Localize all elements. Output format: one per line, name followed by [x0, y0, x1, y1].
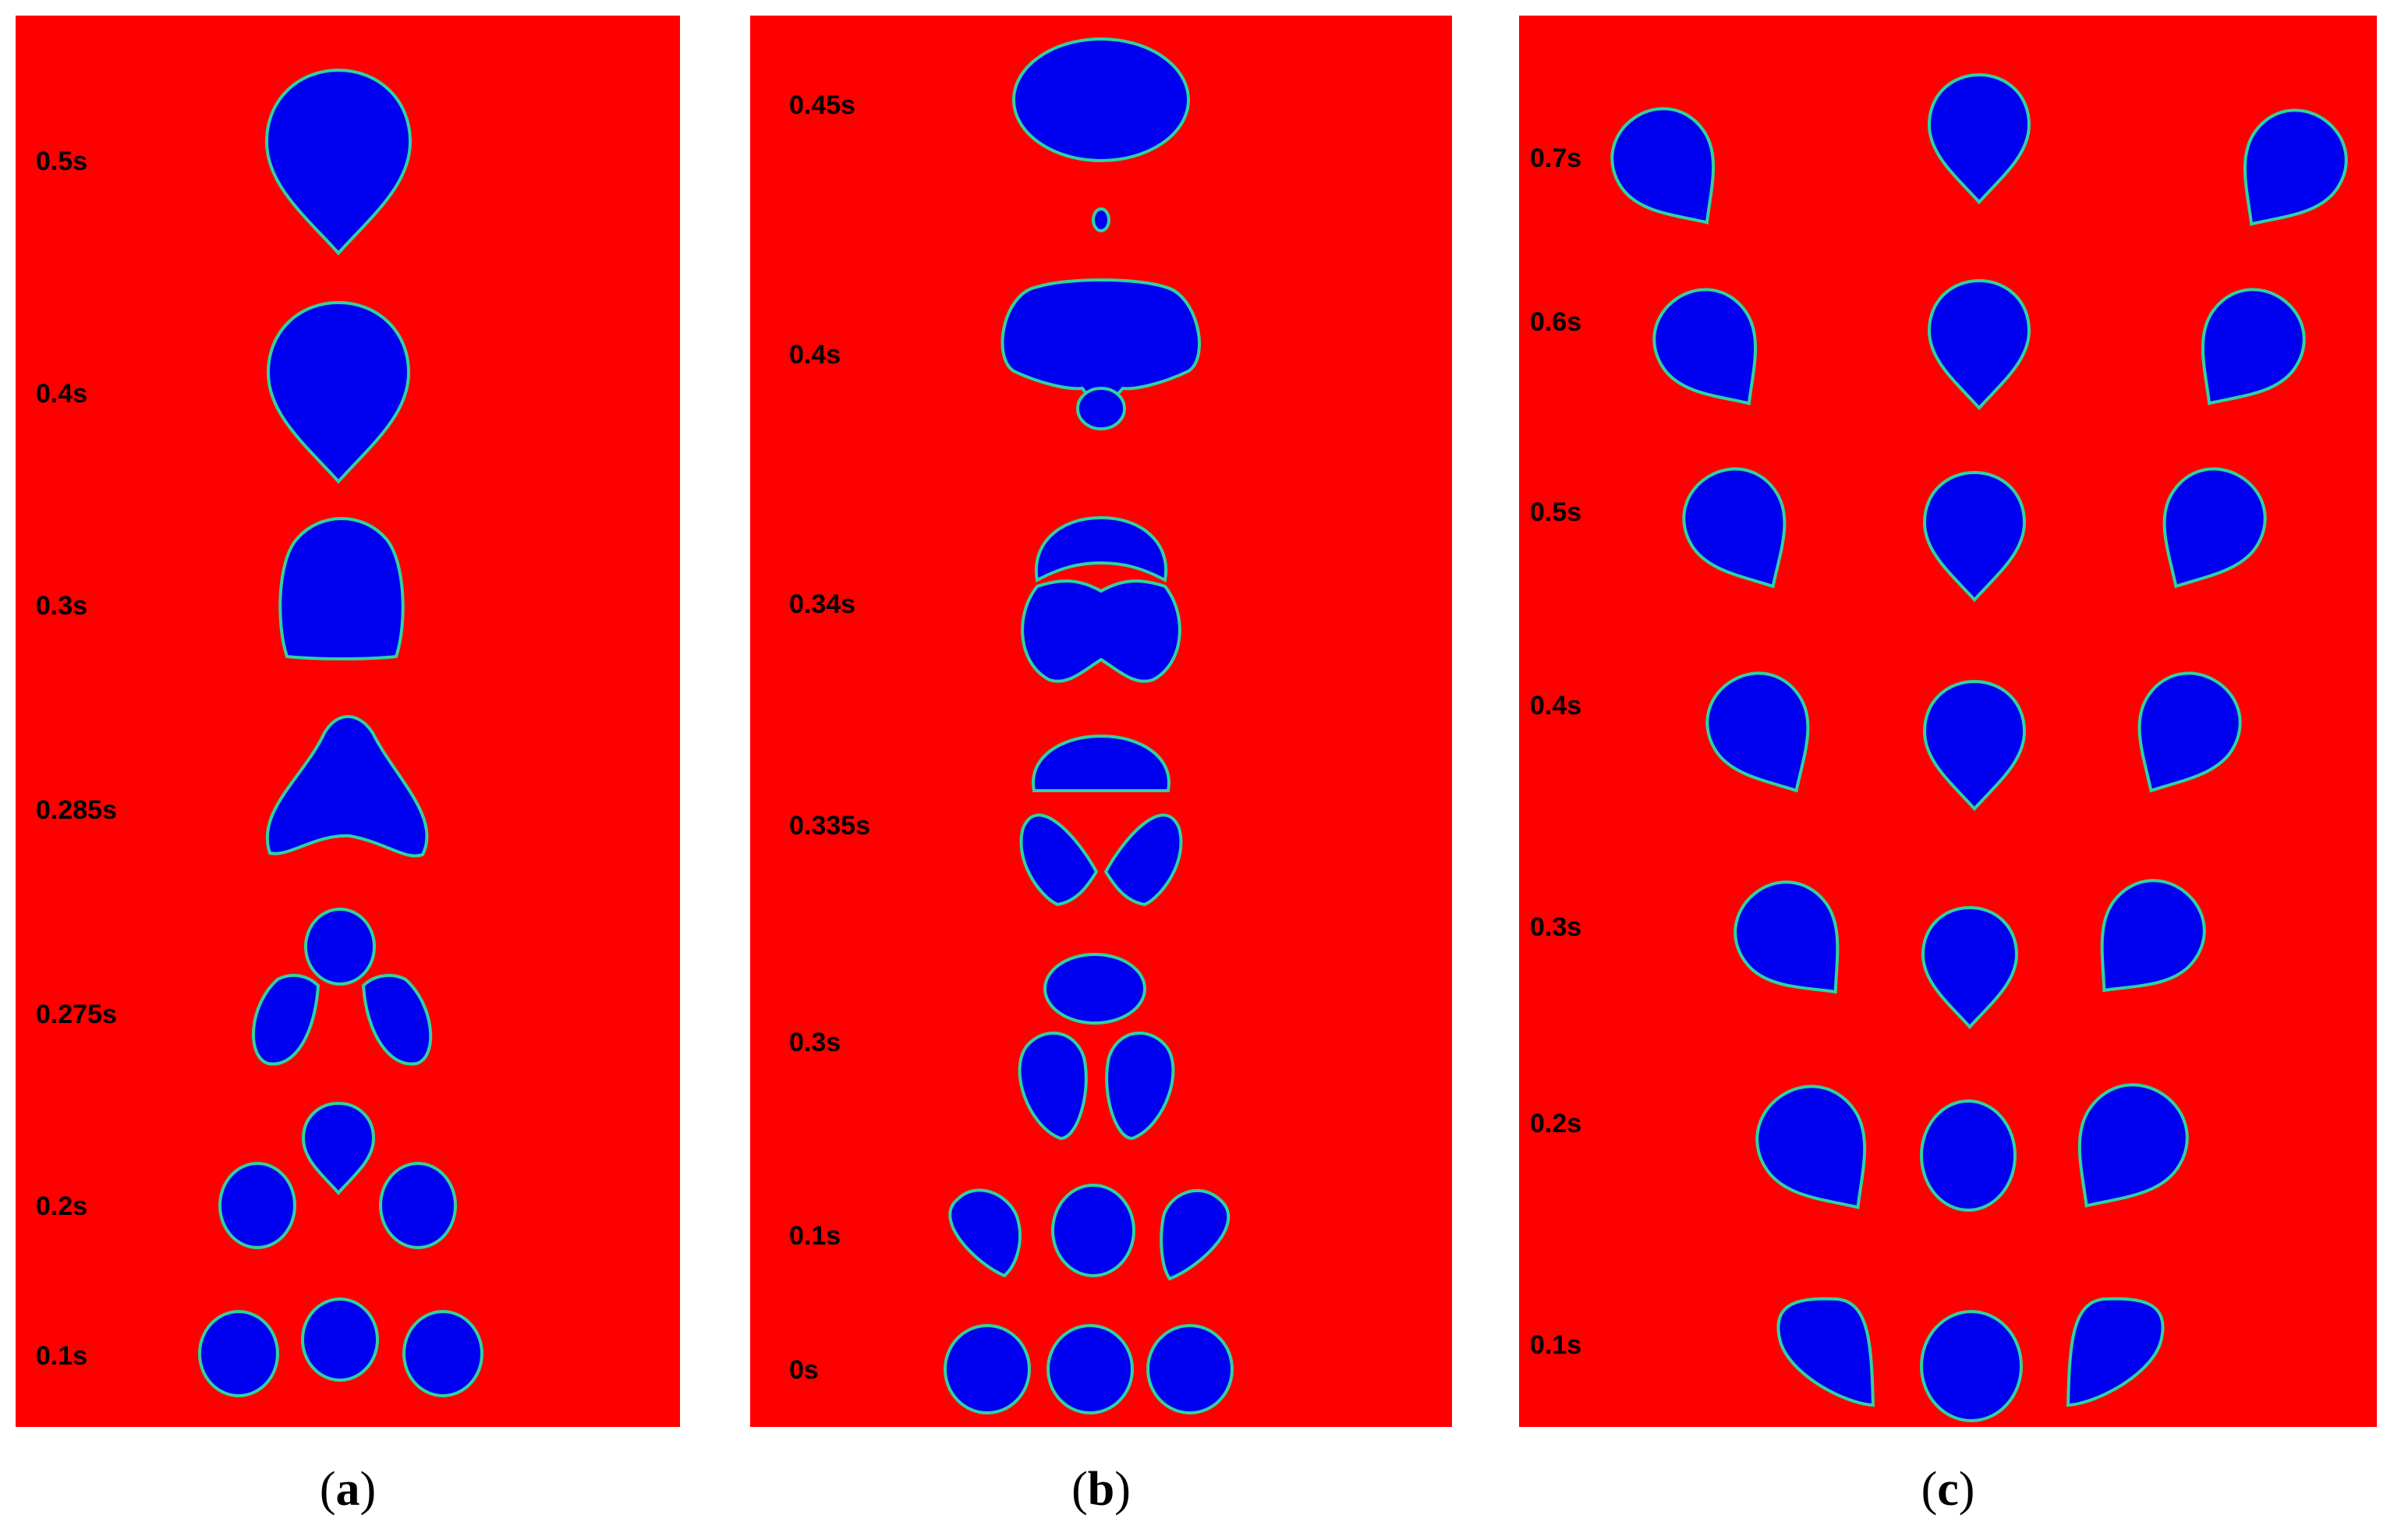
bubble-c-42 [2137, 671, 2242, 793]
bubble-b-25 [948, 1188, 1022, 1278]
bubble-a-9 [379, 1162, 457, 1249]
time-label-c-4: 0.3s [1530, 912, 1581, 942]
caption-c-letter: c [1937, 1463, 1959, 1516]
bubble-b-14 [1092, 207, 1110, 232]
bubble-a-0 [264, 68, 413, 256]
time-label-b-2: 0.34s [789, 589, 855, 619]
bubble-a-10 [198, 1310, 279, 1397]
time-label-a-0: 0.5s [36, 147, 87, 176]
bubble-c-50 [1920, 1310, 2023, 1422]
time-label-c-5: 0.2s [1530, 1109, 1581, 1138]
bubble-b-17 [1034, 515, 1168, 583]
bubble-a-5 [251, 973, 320, 1066]
bubble-c-32 [1927, 73, 2031, 205]
time-label-b-6: 0s [789, 1355, 819, 1385]
bubble-a-11 [301, 1297, 379, 1382]
bubble-c-46 [1755, 1085, 1867, 1209]
panel-c: 0.7s 0.6s 0.5s 0.4s 0.3s 0.2s 0.1s [1519, 16, 2377, 1427]
bubble-c-35 [1927, 278, 2031, 411]
bubble-a-3 [265, 715, 429, 858]
bubble-a-2 [278, 517, 405, 660]
bubble-c-38 [1922, 470, 2027, 603]
bubble-a-1 [266, 300, 411, 484]
caption-c: (c) [1921, 1463, 1975, 1516]
bubble-c-47 [1920, 1099, 2017, 1212]
bubble-b-26 [1051, 1184, 1135, 1277]
bubble-c-45 [2100, 879, 2206, 993]
time-label-c-0: 0.7s [1530, 143, 1581, 173]
bubble-c-34 [1652, 288, 1758, 405]
bubble-b-24 [1105, 1032, 1175, 1141]
time-label-a-6: 0.1s [36, 1341, 87, 1371]
caption-a: (a) [320, 1463, 376, 1516]
time-label-c-2: 0.5s [1530, 497, 1581, 527]
time-label-c-6: 0.1s [1530, 1330, 1581, 1360]
caption-b-letter: b [1088, 1463, 1114, 1516]
bubble-b-20 [1019, 813, 1099, 907]
caption-b: (b) [1071, 1463, 1131, 1516]
bubble-b-30 [1146, 1324, 1234, 1414]
bubble-c-48 [2077, 1083, 2189, 1208]
panel-a: 0.5s 0.4s 0.3s 0.285s 0.275s 0.2s 0.1s [16, 16, 680, 1427]
bubble-c-41 [1922, 679, 2027, 812]
bubble-b-21 [1103, 813, 1183, 907]
bubble-b-28 [944, 1324, 1031, 1414]
bubble-c-51 [2066, 1297, 2165, 1407]
bubble-c-39 [2162, 467, 2267, 589]
bubble-a-8 [218, 1162, 296, 1249]
caption-a-letter: a [336, 1463, 360, 1516]
bubble-b-13 [1012, 37, 1190, 162]
time-label-b-3: 0.335s [789, 811, 870, 841]
time-label-a-3: 0.285s [36, 795, 117, 825]
time-label-b-0: 0.45s [789, 90, 855, 120]
bubble-c-36 [2201, 288, 2306, 405]
bubble-a-7 [301, 1101, 376, 1195]
time-label-c-3: 0.4s [1530, 691, 1581, 720]
bubble-c-37 [1682, 467, 1787, 589]
panel-b-bubbles [944, 37, 1234, 1414]
bubble-b-18 [1021, 579, 1181, 683]
bubble-b-27 [1160, 1188, 1231, 1281]
time-label-b-1: 0.4s [789, 340, 841, 370]
panel-a-bubbles [198, 68, 483, 1397]
time-label-c-1: 0.6s [1530, 307, 1581, 337]
bubble-a-12 [402, 1310, 483, 1397]
time-label-a-2: 0.3s [36, 591, 87, 621]
bubble-c-33 [2243, 108, 2348, 226]
bubble-b-29 [1046, 1324, 1134, 1414]
bubble-b-19 [1032, 734, 1170, 792]
bubble-c-44 [1921, 905, 2019, 1029]
bubble-b-16 [1076, 387, 1126, 430]
bubble-a-4 [304, 908, 376, 986]
bubble-b-22 [1043, 953, 1146, 1025]
time-label-b-4: 0.3s [789, 1028, 841, 1057]
bubble-c-31 [1610, 107, 1716, 225]
bubble-a-6 [361, 973, 433, 1066]
time-label-a-5: 0.2s [36, 1191, 87, 1221]
time-label-b-5: 0.1s [789, 1221, 841, 1251]
bubble-b-15 [1000, 278, 1201, 404]
bubble-c-43 [1734, 880, 1840, 994]
bubble-c-49 [1776, 1297, 1875, 1407]
panel-c-bubbles [1610, 73, 2348, 1422]
bubble-c-40 [1705, 671, 1810, 793]
time-label-a-1: 0.4s [36, 379, 87, 409]
panel-b: 0.45s 0.4s 0.34s 0.335s 0.3s 0.1s 0s [750, 16, 1452, 1427]
time-label-a-4: 0.275s [36, 1000, 117, 1029]
bubble-b-23 [1018, 1032, 1088, 1141]
